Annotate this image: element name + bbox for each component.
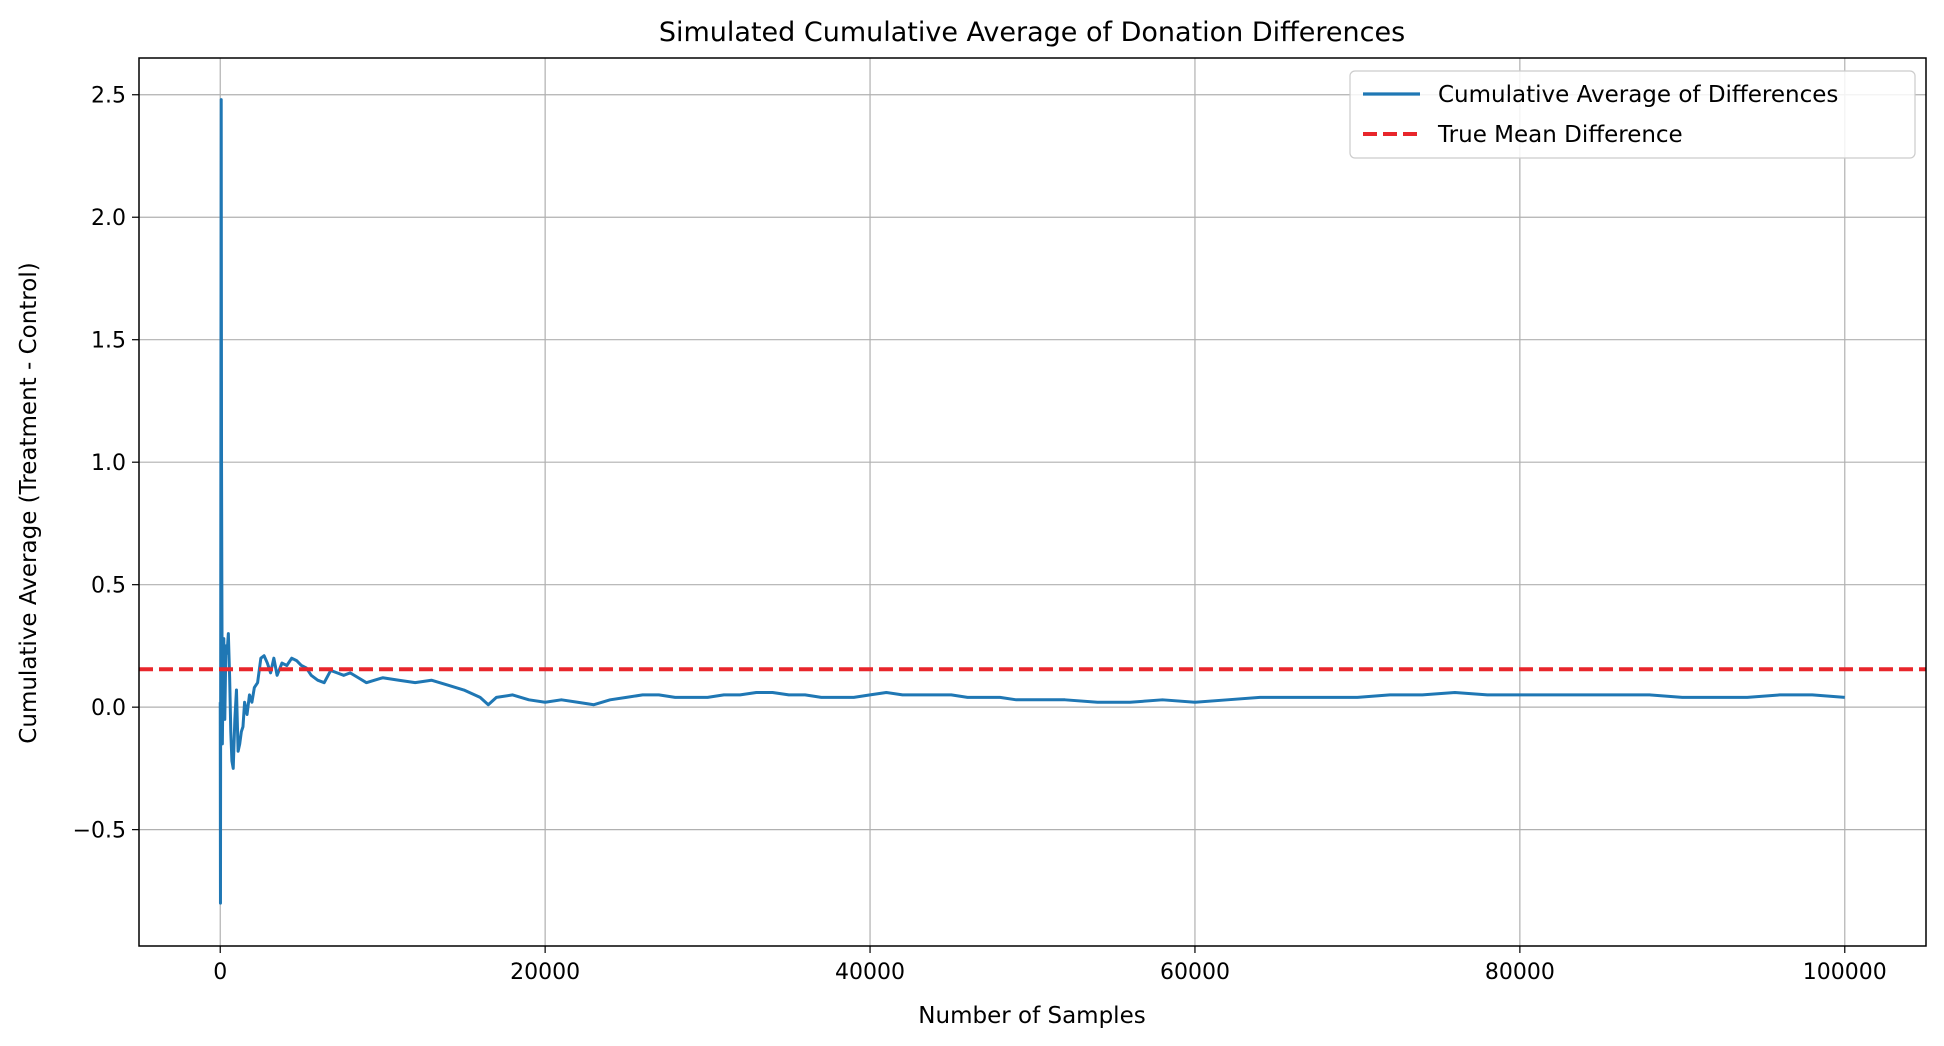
- axes: 0 20000 40000 60000 80000 100000 −0.5 0.0 0.5 1.0…: [73, 57, 1927, 985]
- y-tick-label: 1.5: [91, 329, 126, 354]
- legend-label-true-mean: True Mean Difference: [1437, 122, 1683, 148]
- legend-label-cumulative: Cumulative Average of Differences: [1438, 82, 1838, 108]
- chart-title: Simulated Cumulative Average of Donation…: [659, 17, 1405, 48]
- y-axis-label: Cumulative Average (Treatment - Control): [16, 262, 42, 743]
- x-tick-label: 40000: [835, 960, 905, 985]
- axes-frame: [138, 57, 1927, 947]
- y-tick-label: 2.5: [91, 84, 126, 109]
- x-tick-label: 80000: [1485, 960, 1555, 985]
- x-tick-label: 100000: [1803, 960, 1887, 985]
- legend-frame: [1349, 70, 1916, 159]
- x-tick-label: 0: [213, 960, 227, 985]
- y-tick-label: 0.0: [91, 696, 126, 721]
- cumulative-average-line: [218, 98, 1845, 905]
- y-tick-label: 0.5: [91, 574, 126, 599]
- x-tick-label: 60000: [1160, 960, 1230, 985]
- y-tick-label: 1.0: [91, 451, 126, 476]
- plot-series: [139, 98, 1926, 905]
- x-tick-label: 20000: [510, 960, 580, 985]
- x-axis-label: Number of Samples: [918, 1003, 1145, 1029]
- y-tick-label: −0.5: [73, 819, 126, 844]
- y-tick-label: 2.0: [91, 206, 126, 231]
- legend: Cumulative Average of Differences True M…: [1349, 70, 1916, 159]
- grid-lines: [139, 58, 1926, 946]
